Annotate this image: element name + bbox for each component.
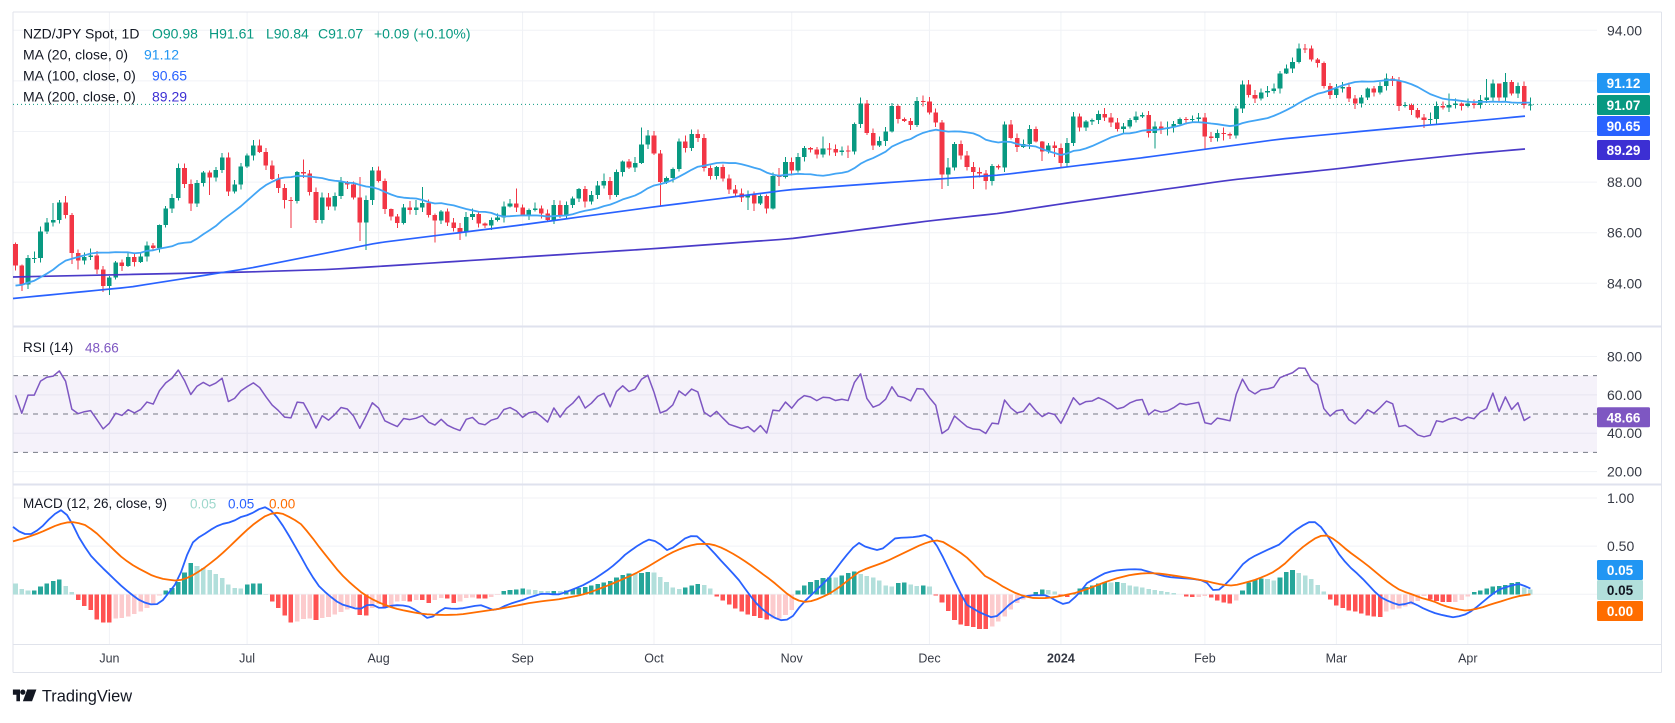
svg-text:20.00: 20.00 — [1607, 464, 1642, 480]
svg-text:Jun: Jun — [99, 652, 119, 666]
svg-text:80.00: 80.00 — [1607, 349, 1642, 365]
svg-text:0.05: 0.05 — [1607, 563, 1634, 578]
svg-text:91.07: 91.07 — [1607, 98, 1641, 113]
svg-text:2024: 2024 — [1047, 652, 1075, 666]
svg-text:MA (20, close, 0)91.12: MA (20, close, 0)91.12 — [23, 47, 179, 63]
svg-text:0.50: 0.50 — [1607, 538, 1634, 554]
svg-text:MA (100, close, 0)90.65: MA (100, close, 0)90.65 — [23, 68, 187, 84]
svg-text:0.05: 0.05 — [1607, 583, 1634, 598]
svg-text:89.29: 89.29 — [1607, 143, 1641, 158]
svg-text:84.00: 84.00 — [1607, 275, 1642, 291]
svg-text:Apr: Apr — [1458, 652, 1477, 666]
svg-text:Oct: Oct — [644, 652, 664, 666]
svg-text:90.65: 90.65 — [1607, 119, 1641, 134]
svg-text:40.00: 40.00 — [1607, 425, 1642, 441]
svg-text:48.66: 48.66 — [1607, 410, 1641, 425]
svg-text:1.00: 1.00 — [1607, 490, 1634, 506]
svg-text:MA (200, close, 0)89.29: MA (200, close, 0)89.29 — [23, 89, 187, 105]
svg-text:Dec: Dec — [918, 652, 940, 666]
svg-text:88.00: 88.00 — [1607, 174, 1642, 190]
svg-text:TradingView: TradingView — [42, 688, 132, 706]
svg-text:60.00: 60.00 — [1607, 387, 1642, 403]
svg-text:94.00: 94.00 — [1607, 22, 1642, 38]
svg-text:Aug: Aug — [367, 652, 389, 666]
svg-text:Nov: Nov — [781, 652, 804, 666]
svg-text:91.12: 91.12 — [1607, 76, 1641, 91]
svg-text:0.00: 0.00 — [1607, 604, 1633, 619]
svg-text:Feb: Feb — [1194, 652, 1216, 666]
svg-text:Mar: Mar — [1326, 652, 1348, 666]
svg-text:86.00: 86.00 — [1607, 225, 1642, 241]
svg-text:Jul: Jul — [239, 652, 255, 666]
svg-text:Sep: Sep — [511, 652, 533, 666]
svg-text:RSI (14)48.66: RSI (14)48.66 — [23, 340, 119, 355]
